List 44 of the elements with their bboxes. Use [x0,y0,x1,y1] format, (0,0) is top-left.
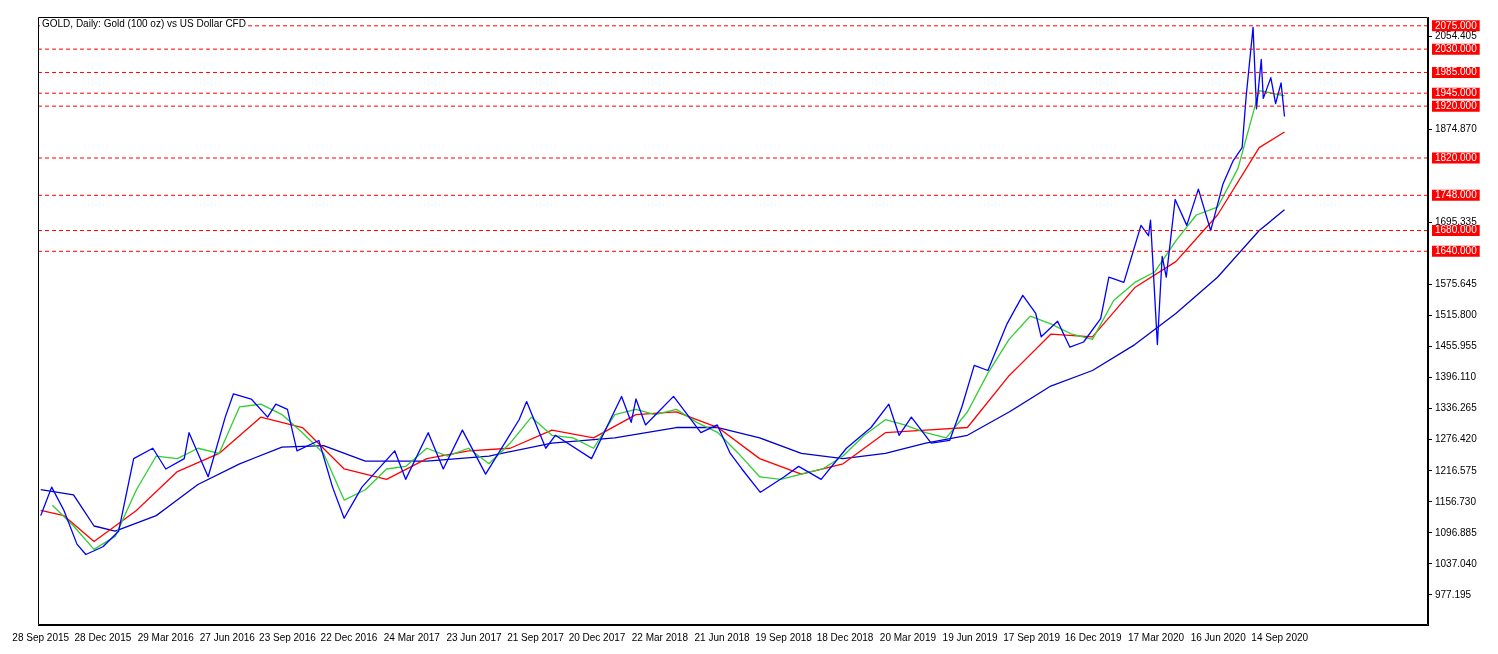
y-tick-label: 1037.040 [1435,557,1478,569]
y-tick-label: 1874.870 [1435,123,1478,135]
y-tick-label: 2054.405 [1435,30,1478,42]
y-tick-label: 1336.265 [1435,402,1478,414]
x-tick-label: 21 Jun 2018 [694,631,751,643]
y-tick-label: 1515.800 [1435,309,1478,321]
ref-line-label: 2075.000 [1435,19,1478,31]
x-tick-label: 27 Jun 2016 [199,631,256,643]
x-tick-label: 16 Jun 2020 [1190,631,1247,643]
x-tick-label: 19 Jun 2019 [942,631,999,643]
y-tick-label: 977.195 [1435,588,1472,600]
chart-title: GOLD, Daily: Gold (100 oz) vs US Dollar CFD [42,17,246,29]
x-tick-label: 24 Mar 2017 [383,631,441,643]
y-tick-label: 1396.110 [1435,371,1477,383]
x-tick-label: 14 Sep 2020 [1251,631,1309,643]
y-tick-label: 1096.885 [1435,526,1478,538]
x-tick-label: 28 Dec 2015 [74,631,132,643]
y-tick-label: 1575.645 [1435,278,1478,290]
ref-line-label: 1680.000 [1435,224,1478,236]
x-tick-label: 16 Dec 2019 [1064,631,1122,643]
ref-line-label: 1920.000 [1435,99,1478,111]
y-tick-label: 1276.420 [1435,433,1478,445]
x-tick-label: 22 Mar 2018 [631,631,689,643]
x-tick-label: 22 Dec 2016 [320,631,378,643]
x-tick-label: 20 Dec 2017 [568,631,626,643]
x-tick-label: 21 Sep 2017 [507,631,565,643]
x-tick-label: 19 Sep 2018 [755,631,813,643]
ref-line-label: 2030.000 [1435,42,1478,54]
y-tick-label: 1216.575 [1435,464,1478,476]
x-tick-label: 23 Sep 2016 [259,631,317,643]
x-tick-label: 18 Dec 2018 [816,631,874,643]
ref-line-label: 1985.000 [1435,66,1478,78]
ref-line-label: 1640.000 [1435,245,1478,257]
y-tick-label: 1455.955 [1435,340,1478,352]
ref-line-label: 1748.000 [1435,189,1478,201]
x-tick-label: 23 Jun 2017 [446,631,502,643]
x-tick-label: 28 Sep 2015 [12,631,70,643]
x-tick-label: 20 Mar 2019 [879,631,937,643]
x-tick-label: 29 Mar 2016 [137,631,195,643]
ref-line-label: 1820.000 [1435,151,1478,163]
y-tick-label: 1156.730 [1435,495,1477,507]
x-tick-label: 17 Sep 2019 [1003,631,1061,643]
x-tick-label: 17 Mar 2020 [1127,631,1185,643]
ref-line-label: 1945.000 [1435,86,1478,98]
